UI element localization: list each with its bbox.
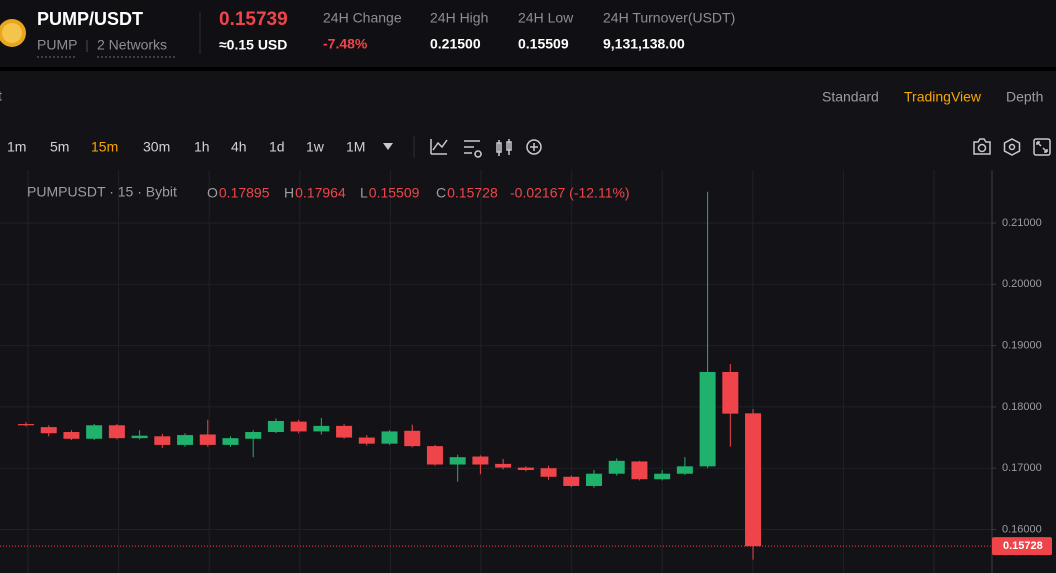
y-tick-label: 0.17000 xyxy=(1002,462,1042,474)
stat-label: 24H High xyxy=(430,10,488,26)
tab-fragment[interactable]: t xyxy=(0,88,2,104)
indicator-icon[interactable] xyxy=(430,139,448,155)
view-tabs: Standard TradingView Depth xyxy=(822,89,1043,105)
candlestick-chart: 0.16000 0.17000 0.18000 0.19000 0.20000 0.210… xyxy=(0,170,1052,573)
fullscreen-arrows xyxy=(1036,141,1048,153)
legend-value: 0.15728 xyxy=(447,185,498,201)
candle-body xyxy=(358,437,375,444)
stat-value: 0.15509 xyxy=(518,36,569,52)
header-divider xyxy=(0,67,1056,71)
usd-price: ≈0.15 USD xyxy=(219,37,287,53)
interval-dropdown[interactable] xyxy=(383,143,393,150)
candle-body xyxy=(472,456,489,465)
legend-value: 0.15509 xyxy=(369,185,420,201)
stat-value: 0.21500 xyxy=(430,36,481,52)
last-price-label: 0.15728 xyxy=(1003,540,1043,552)
interval-button[interactable]: 5m xyxy=(50,139,69,155)
stat-label: 24H Low xyxy=(518,10,574,26)
candle-body xyxy=(676,466,693,474)
candle-body xyxy=(426,446,443,465)
base-asset[interactable]: PUMP xyxy=(37,37,77,53)
stat-label: 24H Change xyxy=(323,10,402,26)
settings-center xyxy=(1008,143,1016,151)
candle-body xyxy=(267,420,284,433)
pair-name[interactable]: PUMP/USDT xyxy=(37,9,143,29)
candle-body xyxy=(222,438,239,445)
fullscreen-icon[interactable] xyxy=(1033,138,1051,156)
stat-value: -7.48% xyxy=(323,36,368,52)
stat-value: 9,131,138.00 xyxy=(603,36,685,52)
candle-body xyxy=(654,473,671,480)
candle-body xyxy=(722,371,739,414)
stats: 24H Change -7.48% 24H High 0.21500 24H Low 0.… xyxy=(323,10,735,52)
legend-change: -0.02167 (-12.11%) xyxy=(510,185,630,201)
interval-button[interactable]: 1d xyxy=(269,139,285,155)
candle-body xyxy=(517,467,534,471)
candle-body xyxy=(608,460,625,474)
candle-body xyxy=(40,427,57,434)
template-icon[interactable] xyxy=(464,140,482,158)
candle-body xyxy=(631,461,648,480)
networks[interactable]: 2 Networks xyxy=(97,37,167,53)
compare-icon[interactable] xyxy=(526,139,542,155)
legend-key: L xyxy=(360,185,368,201)
view-tab[interactable]: TradingView xyxy=(904,89,982,105)
screenshot-lens xyxy=(977,143,987,153)
interval-button[interactable]: 1w xyxy=(306,139,325,155)
y-tick-label: 0.20000 xyxy=(1002,278,1042,290)
interval-button[interactable]: 1M xyxy=(346,139,365,155)
view-tab[interactable]: Depth xyxy=(1006,89,1043,105)
candle-body xyxy=(449,457,466,465)
interval-button[interactable]: 30m xyxy=(143,139,170,155)
candle-body xyxy=(495,463,512,468)
candle-body xyxy=(245,432,262,439)
legend-symbol: PUMPUSDT · 15 · Bybit xyxy=(27,184,177,200)
interval-button[interactable]: 1h xyxy=(194,139,210,155)
y-tick-label: 0.18000 xyxy=(1002,401,1042,413)
y-tick-label: 0.16000 xyxy=(1002,523,1042,535)
header-bg xyxy=(0,0,1056,68)
candle-body xyxy=(540,468,557,477)
y-tick-label: 0.19000 xyxy=(1002,340,1042,352)
stat-label: 24H Turnover(USDT) xyxy=(603,10,735,26)
compare-icon-plus xyxy=(530,143,538,151)
view-tab[interactable]: Standard xyxy=(822,89,879,105)
legend-key: H xyxy=(284,185,294,201)
interval-bar: 1m 5m 15m 30m 1h 4h 1d 1w 1M xyxy=(7,139,365,155)
candle-body xyxy=(131,435,148,439)
candle-body xyxy=(745,413,762,547)
candle-body xyxy=(563,476,580,486)
interval-button[interactable]: 1m xyxy=(7,139,26,155)
candle-body xyxy=(699,371,716,467)
candle-body xyxy=(381,431,398,444)
last-price: 0.15739 xyxy=(219,9,288,30)
coin-logo-inner xyxy=(2,23,22,43)
chart-panel xyxy=(0,71,1056,573)
candle-body xyxy=(404,430,421,447)
candle-body xyxy=(154,436,171,445)
screenshot-icon[interactable] xyxy=(973,138,991,155)
y-tick-label: 0.21000 xyxy=(1002,217,1042,229)
settings-icon[interactable] xyxy=(1003,138,1021,156)
interval-button[interactable]: 15m xyxy=(91,139,118,155)
candle-body xyxy=(86,425,103,439)
interval-button[interactable]: 4h xyxy=(231,139,247,155)
candle-body xyxy=(108,425,125,439)
candle-body xyxy=(18,424,34,426)
candle-body xyxy=(313,425,330,432)
legend-key: C xyxy=(436,185,446,201)
last-price-tag xyxy=(992,537,1052,556)
chart-legend: PUMPUSDT · 15 · Bybit O 0.17895 H 0.17964 L 0.… xyxy=(27,184,630,201)
legend-key: O xyxy=(207,185,218,201)
candle-body xyxy=(586,473,602,486)
chart-type-icon[interactable] xyxy=(496,139,512,156)
candle-body xyxy=(336,425,353,438)
candle-body xyxy=(177,435,194,445)
legend-value: 0.17895 xyxy=(219,185,270,201)
candle-body xyxy=(290,421,307,432)
candle-body xyxy=(199,434,216,445)
legend-value: 0.17964 xyxy=(295,185,346,201)
candle-body xyxy=(63,432,80,439)
